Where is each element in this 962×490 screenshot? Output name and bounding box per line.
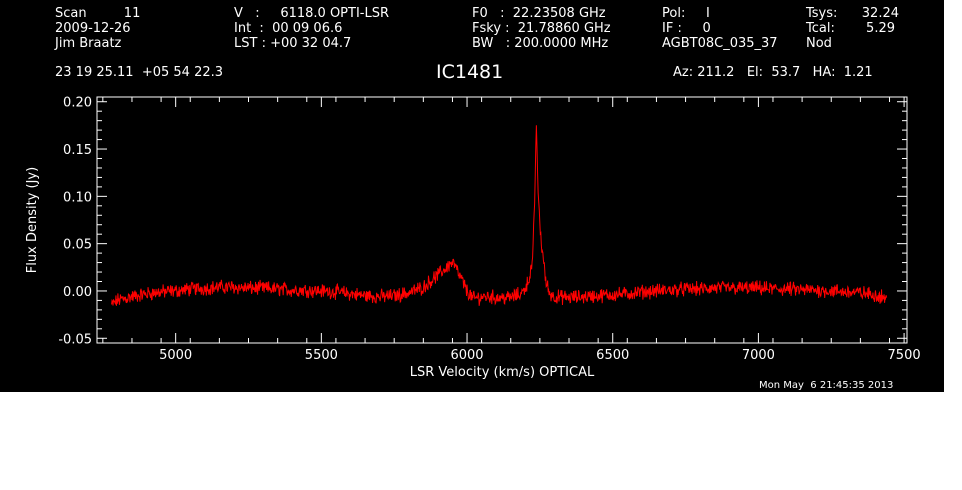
az-el-ha-label: Az: 211.2 El: 53.7 HA: 1.21 (673, 65, 873, 80)
y-tick-label: 0.00 (63, 285, 92, 300)
integration-label: Int : 00 09 06.6 (234, 21, 343, 36)
x-tick-label: 6000 (450, 348, 483, 363)
velocity-label: V : 6118.0 OPTI-LSR (234, 6, 390, 21)
x-tick-label: 7500 (888, 348, 921, 363)
observer-label: Jim Braatz (55, 36, 122, 51)
if-label: IF : 0 (662, 21, 711, 36)
y-tick-label: -0.05 (58, 332, 92, 347)
plot-frame (96, 96, 908, 344)
y-tick-label: 0.05 (63, 238, 92, 253)
y-tick-label: 0.15 (63, 143, 92, 158)
coordinates-label: 23 19 25.11 +05 54 22.3 (55, 65, 224, 80)
y-tick-label: 0.20 (63, 96, 92, 111)
lst-label: LST : +00 32 04.7 (234, 36, 352, 51)
timestamp: Mon May 6 21:45:35 2013 (759, 380, 894, 391)
source-name: IC1481 (436, 61, 504, 83)
bandwidth-label: BW : 200.0000 MHz (472, 36, 609, 51)
project-label: AGBT08C_035_37 (662, 36, 778, 51)
plot-panel (0, 0, 944, 392)
x-tick-label: 5500 (305, 348, 338, 363)
tsys-value: 32.24 (861, 6, 899, 21)
x-tick-label: 6500 (596, 348, 629, 363)
tsys-label: Tsys: (806, 6, 838, 21)
tcal-label: Tcal: (806, 21, 835, 36)
date-label: 2009-12-26 (55, 21, 131, 36)
sky-frequency-label: Fsky : 21.78860 GHz (472, 21, 611, 36)
y-axis-label: Flux Density (Jy) (25, 167, 40, 273)
tcal-value: 5.29 (866, 21, 895, 36)
scan-label: Scan 11 (55, 6, 141, 21)
procedure-label: Nod (806, 36, 832, 51)
x-tick-label: 5000 (159, 348, 192, 363)
spectrum-chart: 5000 5500 6000 6500 7000 7500 -0.05 0.00 0.05 0.1… (25, 96, 921, 380)
spectrum-line (111, 125, 888, 306)
polarization-label: Pol: I (662, 6, 710, 21)
x-tick-label: 7000 (742, 348, 775, 363)
rest-frequency-label: F0 : 22.23508 GHz (472, 6, 606, 21)
y-tick-label: 0.10 (63, 190, 92, 205)
x-axis-label: LSR Velocity (km/s) OPTICAL (410, 365, 595, 380)
